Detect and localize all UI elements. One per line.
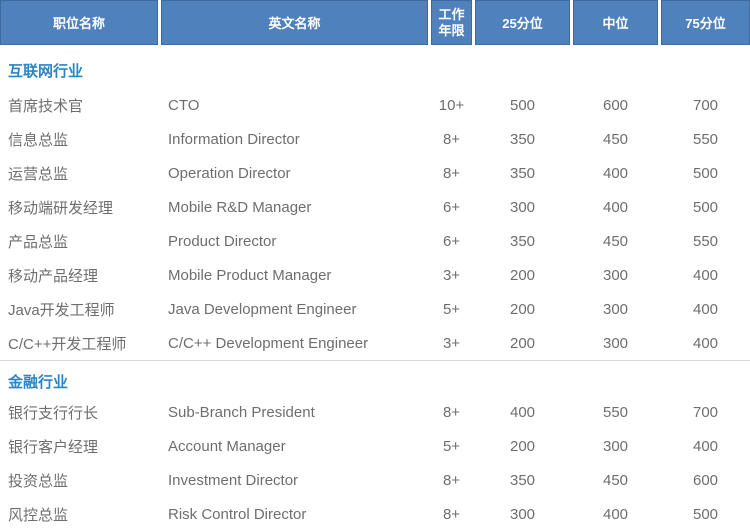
col-header-english-name: 英文名称	[161, 0, 428, 45]
p75-cell: 400	[692, 300, 719, 318]
p75-cell: 600	[692, 471, 719, 489]
median-cell: 400	[602, 164, 629, 182]
p75-cell: 700	[692, 403, 719, 421]
table-row: 风控总监 Risk Control Director 8+ 300 400 50…	[0, 497, 750, 529]
years-cell: 8+	[442, 471, 461, 489]
table-row: 信息总监 Information Director 8+ 350 450 550	[0, 122, 750, 156]
p25-cell: 400	[509, 403, 536, 421]
section-internet: 互联网行业 首席技术官 CTO 10+ 500 600 700 信息总监 Inf…	[0, 45, 750, 360]
table-row: 投资总监 Investment Director 8+ 350 450 600	[0, 463, 750, 497]
col-header-work-years: 工作 年限	[431, 0, 472, 45]
p75-cell: 550	[692, 130, 719, 148]
english-name-cell: Investment Director	[168, 471, 299, 489]
p25-cell: 350	[509, 232, 536, 250]
english-name-cell: Account Manager	[168, 437, 286, 455]
median-cell: 450	[602, 130, 629, 148]
english-name-cell: Operation Director	[168, 164, 291, 182]
median-cell: 300	[602, 300, 629, 318]
p75-cell: 500	[692, 164, 719, 182]
p25-cell: 350	[509, 164, 536, 182]
median-cell: 600	[602, 96, 629, 114]
p75-cell: 550	[692, 232, 719, 250]
position-name-cell: 信息总监	[8, 131, 69, 149]
p75-cell: 400	[692, 266, 719, 284]
years-cell: 5+	[442, 437, 461, 455]
years-cell: 8+	[442, 403, 461, 421]
position-name-cell: 银行客户经理	[8, 438, 99, 456]
section-title-finance: 金融行业	[8, 374, 69, 391]
p75-cell: 700	[692, 96, 719, 114]
position-name-cell: Java开发工程师	[8, 301, 115, 319]
years-cell: 5+	[442, 300, 461, 318]
position-name-cell: 首席技术官	[8, 97, 84, 115]
table-row: C/C++开发工程师 C/C++ Development Engineer 3+…	[0, 326, 750, 360]
table-row: Java开发工程师 Java Development Engineer 5+ 2…	[0, 292, 750, 326]
median-cell: 300	[602, 266, 629, 284]
table-row: 移动产品经理 Mobile Product Manager 3+ 200 300…	[0, 258, 750, 292]
table-row: 运营总监 Operation Director 8+ 350 400 500	[0, 156, 750, 190]
table-row: 银行客户经理 Account Manager 5+ 200 300 400	[0, 429, 750, 463]
median-cell: 550	[602, 403, 629, 421]
col-header-25th-percentile: 25分位	[475, 0, 570, 45]
english-name-cell: Mobile R&D Manager	[168, 198, 312, 216]
p25-cell: 200	[509, 266, 536, 284]
years-cell: 3+	[442, 334, 461, 352]
english-name-cell: C/C++ Development Engineer	[168, 334, 369, 352]
p25-cell: 300	[509, 198, 536, 216]
table-row: 首席技术官 CTO 10+ 500 600 700	[0, 88, 750, 122]
p25-cell: 200	[509, 437, 536, 455]
table-row: 银行支行行长 Sub-Branch President 8+ 400 550 7…	[0, 395, 750, 429]
english-name-cell: Mobile Product Manager	[168, 266, 332, 284]
position-name-cell: 投资总监	[8, 472, 69, 490]
col-header-position-name: 职位名称	[0, 0, 158, 45]
table-header-row: 职位名称 英文名称 工作 年限 25分位 中位 75分位	[0, 0, 750, 45]
median-cell: 300	[602, 334, 629, 352]
col-header-75th-percentile: 75分位	[661, 0, 750, 45]
p25-cell: 350	[509, 471, 536, 489]
english-name-cell: Information Director	[168, 130, 300, 148]
p25-cell: 300	[509, 505, 536, 523]
median-cell: 400	[602, 198, 629, 216]
table-row: 产品总监 Product Director 6+ 350 450 550	[0, 224, 750, 258]
table-row: 移动端研发经理 Mobile R&D Manager 6+ 300 400 50…	[0, 190, 750, 224]
english-name-cell: Sub-Branch President	[168, 403, 315, 421]
p75-cell: 400	[692, 437, 719, 455]
p75-cell: 500	[692, 505, 719, 523]
english-name-cell: CTO	[168, 96, 200, 114]
position-name-cell: 银行支行行长	[8, 404, 99, 422]
position-name-cell: 产品总监	[8, 233, 69, 251]
position-name-cell: 移动端研发经理	[8, 199, 114, 217]
english-name-cell: Risk Control Director	[168, 505, 307, 523]
median-cell: 450	[602, 471, 629, 489]
section-title-internet: 互联网行业	[8, 63, 84, 80]
years-cell: 8+	[442, 164, 461, 182]
years-cell: 6+	[442, 232, 461, 250]
median-cell: 400	[602, 505, 629, 523]
p25-cell: 200	[509, 334, 536, 352]
english-name-cell: Java Development Engineer	[168, 300, 357, 318]
median-cell: 450	[602, 232, 629, 250]
years-cell: 10+	[438, 96, 465, 114]
position-name-cell: 移动产品经理	[8, 267, 99, 285]
position-name-cell: 运营总监	[8, 165, 69, 183]
section-finance: 金融行业 银行支行行长 Sub-Branch President 8+ 400 …	[0, 360, 750, 529]
p75-cell: 400	[692, 334, 719, 352]
years-cell: 8+	[442, 130, 461, 148]
p75-cell: 500	[692, 198, 719, 216]
p25-cell: 200	[509, 300, 536, 318]
p25-cell: 500	[509, 96, 536, 114]
median-cell: 300	[602, 437, 629, 455]
position-name-cell: 风控总监	[8, 506, 69, 524]
years-cell: 6+	[442, 198, 461, 216]
years-cell: 3+	[442, 266, 461, 284]
col-header-median: 中位	[573, 0, 658, 45]
position-name-cell: C/C++开发工程师	[8, 335, 127, 353]
p25-cell: 350	[509, 130, 536, 148]
english-name-cell: Product Director	[168, 232, 277, 250]
years-cell: 8+	[442, 505, 461, 523]
